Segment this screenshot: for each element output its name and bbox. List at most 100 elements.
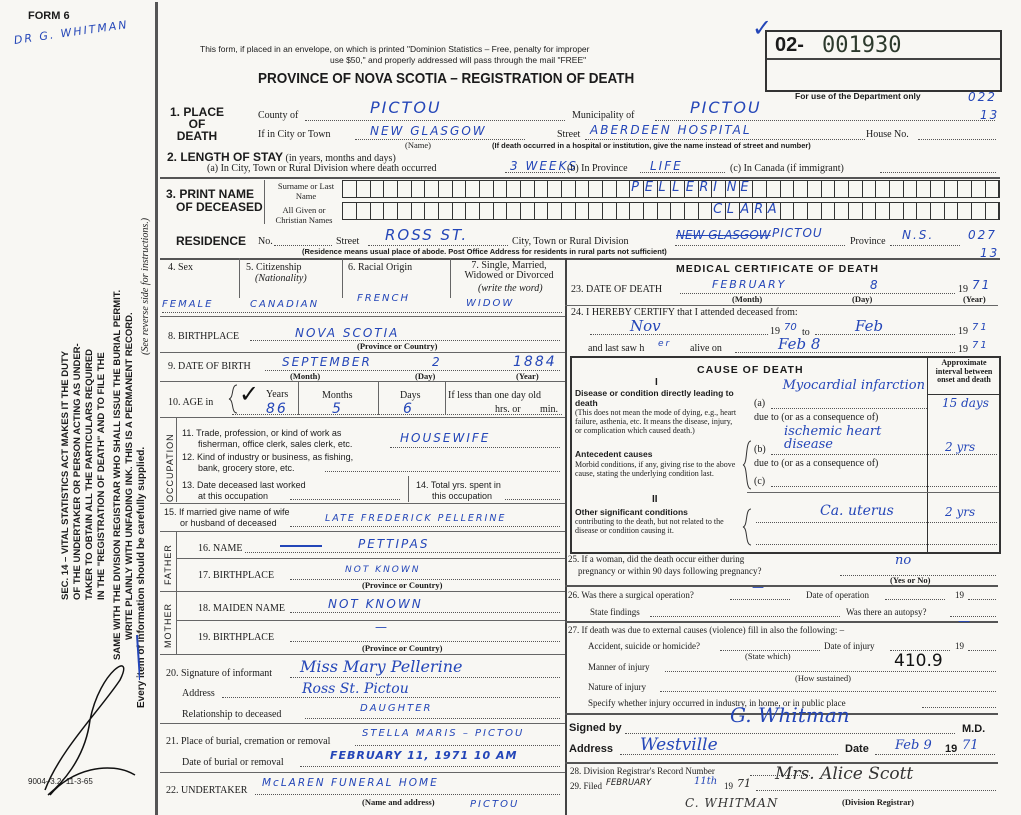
letter-box[interactable] bbox=[548, 181, 563, 197]
letter-box[interactable] bbox=[425, 203, 440, 219]
letter-box[interactable] bbox=[411, 181, 426, 197]
letter-box[interactable] bbox=[972, 203, 986, 219]
letter-box[interactable] bbox=[780, 203, 795, 219]
letter-box[interactable] bbox=[425, 181, 440, 197]
letter-box[interactable] bbox=[480, 181, 494, 197]
letter-box[interactable] bbox=[862, 181, 877, 197]
letter-box[interactable] bbox=[644, 181, 658, 197]
letter-box[interactable] bbox=[630, 181, 645, 197]
letter-box[interactable] bbox=[821, 203, 836, 219]
letter-box[interactable] bbox=[562, 181, 576, 197]
letter-box[interactable] bbox=[616, 203, 631, 219]
stay-province-value[interactable]: LIFE bbox=[650, 159, 683, 173]
letter-box[interactable] bbox=[398, 181, 412, 197]
letter-box[interactable] bbox=[575, 203, 590, 219]
residence-street-value[interactable]: ROSS ST. bbox=[385, 226, 469, 244]
letter-box[interactable] bbox=[657, 203, 672, 219]
letter-box[interactable] bbox=[739, 181, 754, 197]
letter-box[interactable] bbox=[575, 181, 590, 197]
letter-box[interactable] bbox=[589, 203, 604, 219]
dob-year[interactable]: 1884 bbox=[513, 354, 557, 370]
letter-box[interactable] bbox=[849, 181, 863, 197]
letter-box[interactable] bbox=[767, 203, 781, 219]
letter-box[interactable] bbox=[931, 181, 945, 197]
last-saw-pronoun[interactable]: er bbox=[658, 339, 672, 349]
letter-box[interactable] bbox=[343, 203, 357, 219]
pregnancy-value[interactable]: no bbox=[895, 553, 912, 568]
residence-city-value[interactable]: PICTOU bbox=[772, 226, 823, 240]
manner-code[interactable]: 410.9 bbox=[894, 651, 943, 671]
letter-box[interactable] bbox=[794, 203, 809, 219]
letter-box[interactable] bbox=[985, 181, 999, 197]
letter-box[interactable] bbox=[439, 181, 453, 197]
letter-box[interactable] bbox=[370, 181, 385, 197]
age-years[interactable]: 86 bbox=[266, 401, 288, 417]
stay-city-value[interactable]: 3 WEEKS bbox=[510, 159, 578, 173]
letter-box[interactable] bbox=[890, 181, 904, 197]
letter-box[interactable] bbox=[767, 181, 781, 197]
letter-box[interactable] bbox=[876, 181, 891, 197]
letter-box[interactable] bbox=[726, 181, 740, 197]
letter-box[interactable] bbox=[644, 203, 658, 219]
letter-box[interactable] bbox=[876, 203, 891, 219]
letter-box[interactable] bbox=[808, 203, 822, 219]
letter-box[interactable] bbox=[411, 203, 426, 219]
letter-box[interactable] bbox=[739, 203, 754, 219]
cause-a-interval[interactable]: 15 days bbox=[942, 396, 989, 410]
letter-box[interactable] bbox=[384, 203, 398, 219]
city-value[interactable]: NEW GLASGOW bbox=[370, 124, 487, 138]
dob-month[interactable]: SEPTEMBER bbox=[282, 355, 372, 369]
letter-box[interactable] bbox=[603, 181, 617, 197]
letter-box[interactable] bbox=[808, 181, 822, 197]
physician-address[interactable]: Westville bbox=[640, 735, 718, 755]
letter-box[interactable] bbox=[521, 181, 535, 197]
letter-box[interactable] bbox=[603, 203, 617, 219]
letter-box[interactable] bbox=[944, 181, 959, 197]
letter-box[interactable] bbox=[534, 181, 549, 197]
letter-box[interactable] bbox=[794, 181, 809, 197]
letter-box[interactable] bbox=[712, 181, 727, 197]
letter-box[interactable] bbox=[630, 203, 645, 219]
other-conditions-value[interactable]: Ca. uterus bbox=[820, 503, 894, 519]
letter-box[interactable] bbox=[903, 203, 918, 219]
relationship-value[interactable]: DAUGHTER bbox=[360, 703, 433, 714]
letter-box[interactable] bbox=[439, 203, 453, 219]
letter-box[interactable] bbox=[480, 203, 494, 219]
signoff-year[interactable]: 71 bbox=[962, 738, 979, 753]
father-name-value[interactable]: PETTIPAS bbox=[358, 537, 430, 551]
letter-box[interactable] bbox=[835, 181, 850, 197]
letter-box[interactable] bbox=[780, 181, 795, 197]
letter-box[interactable] bbox=[657, 181, 672, 197]
letter-box[interactable] bbox=[562, 203, 576, 219]
letter-box[interactable] bbox=[452, 181, 467, 197]
attended-to[interactable]: Feb bbox=[855, 317, 884, 335]
last-saw-date[interactable]: Feb 8 bbox=[778, 335, 821, 353]
letter-box[interactable] bbox=[548, 203, 563, 219]
external-cause-value[interactable]: — bbox=[958, 614, 972, 628]
letter-box[interactable] bbox=[685, 203, 699, 219]
dob-day[interactable]: 2 bbox=[432, 355, 442, 369]
letter-box[interactable] bbox=[616, 181, 631, 197]
sex-value[interactable]: FEMALE bbox=[162, 299, 214, 310]
letter-box[interactable] bbox=[931, 203, 945, 219]
letter-box[interactable] bbox=[507, 181, 522, 197]
last-saw-year[interactable]: 71 bbox=[972, 340, 989, 351]
surgery-value[interactable]: — bbox=[752, 580, 766, 594]
letter-box[interactable] bbox=[849, 203, 863, 219]
dod-day[interactable]: 8 bbox=[870, 278, 880, 292]
mother-maiden-value[interactable]: NOT KNOWN bbox=[328, 597, 423, 611]
letter-box[interactable] bbox=[357, 203, 371, 219]
attended-from-year[interactable]: 70 bbox=[784, 322, 797, 333]
father-birthplace-value[interactable]: NOT KNOWN bbox=[345, 565, 421, 575]
birthplace-value[interactable]: NOVA SCOTIA bbox=[295, 326, 400, 340]
county-value[interactable]: PICTOU bbox=[370, 98, 442, 117]
other-conditions-interval[interactable]: 2 yrs bbox=[945, 505, 976, 519]
letter-box[interactable] bbox=[671, 181, 686, 197]
letter-box[interactable] bbox=[890, 203, 904, 219]
letter-box[interactable] bbox=[589, 181, 604, 197]
dod-year[interactable]: 71 bbox=[972, 278, 992, 292]
letter-box[interactable] bbox=[466, 203, 481, 219]
letter-box[interactable] bbox=[903, 181, 918, 197]
letter-box[interactable] bbox=[357, 181, 371, 197]
